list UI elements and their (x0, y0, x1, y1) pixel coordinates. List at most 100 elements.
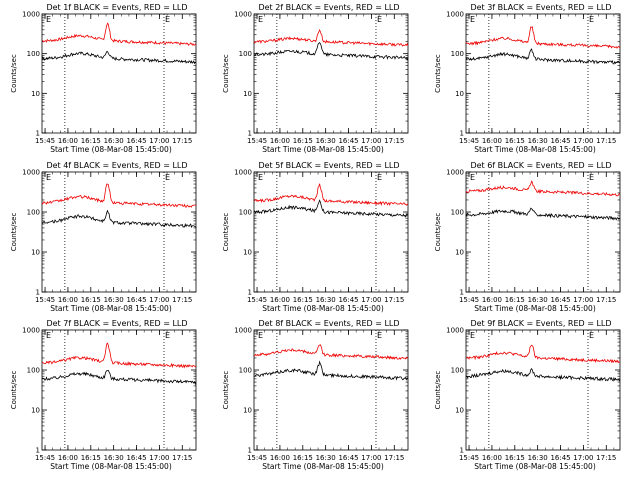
y-tick-label: 1000 (234, 327, 252, 335)
panel-title: Det 9f BLACK = Events, RED = LLD (470, 319, 611, 328)
x-tick-label: 17:15 (596, 137, 616, 145)
detector-panel: Det 3f BLACK = Events, RED = LLD 1 10 100 10… (434, 3, 621, 154)
x-tick-label: 16:00 (58, 454, 78, 462)
detector-panel: Det 7f BLACK = Events, RED = LLD 1 10 100 10… (10, 319, 197, 471)
x-axis-label: Start Time (08-Mar-08 15:45:00) (474, 462, 596, 471)
lld-rate-series (465, 180, 621, 197)
x-tick-label: 16:15 (81, 296, 101, 304)
x-tick-label: 16:45 (550, 137, 570, 145)
event-marker-label: E (46, 173, 51, 182)
y-tick-label: 10 (243, 407, 252, 415)
x-tick-label: 16:15 (505, 296, 525, 304)
panel-title: Det 5f BLACK = Events, RED = LLD (258, 161, 399, 170)
y-tick-label: 1 (460, 130, 464, 138)
y-tick-label: 1 (248, 130, 252, 138)
y-tick-label: 10 (31, 249, 40, 257)
event-marker-label: E (377, 15, 382, 24)
x-tick-label: 15:45 (247, 137, 267, 145)
x-tick-label: 16:30 (104, 296, 124, 304)
lld-rate-series (465, 26, 621, 49)
y-tick-label: 1 (36, 447, 40, 455)
lld-rate-series (465, 344, 620, 364)
y-tick-label: 10 (31, 407, 40, 415)
plot-frame (253, 171, 409, 293)
panel-title: Det 4f BLACK = Events, RED = LLD (46, 161, 187, 170)
x-tick-label: 15:45 (459, 137, 479, 145)
event-rate-series (465, 368, 621, 382)
event-marker-label: E (258, 331, 263, 340)
event-rate-series (253, 199, 409, 218)
panel-title: Det 6f BLACK = Events, RED = LLD (470, 161, 611, 170)
plot-frame (253, 329, 409, 451)
x-axis-label: Start Time (08-Mar-08 15:45:00) (262, 304, 384, 313)
y-tick-label: 10 (31, 90, 40, 98)
event-marker-label: E (165, 15, 170, 24)
y-tick-label: 1 (248, 447, 252, 455)
x-tick-label: 17:15 (596, 296, 616, 304)
lld-rate-series (253, 28, 409, 47)
x-tick-label: 16:45 (338, 454, 358, 462)
plot-frame (253, 13, 409, 134)
panel-title: Det 3f BLACK = Events, RED = LLD (470, 3, 611, 12)
x-tick-label: 16:00 (270, 454, 290, 462)
x-tick-label: 17:00 (361, 454, 381, 462)
panel-title: Det 2f BLACK = Events, RED = LLD (258, 3, 399, 12)
x-tick-label: 15:45 (459, 296, 479, 304)
y-tick-label: 1000 (446, 327, 464, 335)
x-tick-label: 16:00 (482, 137, 502, 145)
x-tick-label: 16:30 (316, 454, 336, 462)
y-tick-label: 1 (460, 289, 464, 297)
x-tick-label: 17:15 (384, 454, 404, 462)
x-axis-label: Start Time (08-Mar-08 15:45:00) (50, 462, 172, 471)
x-tick-label: 16:45 (338, 296, 358, 304)
x-tick-label: 17:00 (573, 137, 593, 145)
x-tick-label: 16:45 (338, 137, 358, 145)
detector-panel: Det 4f BLACK = Events, RED = LLD 1 10 100 10… (10, 161, 197, 313)
x-tick-label: 16:30 (104, 137, 124, 145)
y-tick-label: 100 (27, 50, 40, 58)
event-marker-label: E (470, 15, 475, 24)
x-tick-label: 16:15 (505, 454, 525, 462)
panel-title: Det 1f BLACK = Events, RED = LLD (46, 3, 187, 12)
x-tick-label: 16:15 (505, 137, 525, 145)
x-tick-label: 16:30 (528, 137, 548, 145)
x-tick-label: 17:15 (384, 137, 404, 145)
event-marker-label: E (589, 331, 594, 340)
x-axis-label: Start Time (08-Mar-08 15:45:00) (50, 145, 172, 154)
x-tick-label: 17:00 (149, 296, 169, 304)
event-rate-series (253, 42, 409, 61)
y-axis-label: Counts/sec (222, 371, 230, 410)
detector-panel: Det 5f BLACK = Events, RED = LLD 1 10 100 10… (222, 161, 409, 313)
y-tick-label: 100 (239, 209, 252, 217)
event-marker-label: E (470, 173, 475, 182)
event-marker-label: E (258, 173, 263, 182)
x-tick-label: 17:00 (361, 296, 381, 304)
detector-panel: Det 8f BLACK = Events, RED = LLD 1 10 100 10… (222, 319, 409, 471)
y-tick-label: 10 (455, 90, 464, 98)
x-tick-label: 16:15 (81, 137, 101, 145)
x-tick-label: 16:30 (104, 454, 124, 462)
y-tick-label: 1000 (234, 169, 252, 177)
y-tick-label: 1000 (22, 169, 40, 177)
x-tick-label: 16:45 (550, 454, 570, 462)
x-tick-label: 16:15 (293, 296, 313, 304)
y-axis-label: Counts/sec (10, 213, 18, 252)
x-tick-label: 15:45 (35, 296, 55, 304)
y-axis-label: Counts/sec (10, 371, 18, 410)
event-rate-series (465, 48, 621, 65)
event-marker-label: E (589, 173, 594, 182)
x-tick-label: 17:15 (172, 454, 192, 462)
panel-title: Det 7f BLACK = Events, RED = LLD (46, 319, 187, 328)
event-rate-series (254, 360, 409, 381)
y-tick-label: 1 (248, 289, 252, 297)
y-tick-label: 1 (460, 447, 464, 455)
event-marker-label: E (589, 15, 594, 24)
x-tick-label: 17:00 (361, 137, 381, 145)
y-tick-label: 100 (239, 50, 252, 58)
x-tick-label: 15:45 (35, 454, 55, 462)
y-tick-label: 1000 (22, 327, 40, 335)
y-tick-label: 1000 (22, 11, 40, 19)
x-tick-label: 15:45 (35, 137, 55, 145)
x-axis-label: Start Time (08-Mar-08 15:45:00) (474, 145, 596, 154)
